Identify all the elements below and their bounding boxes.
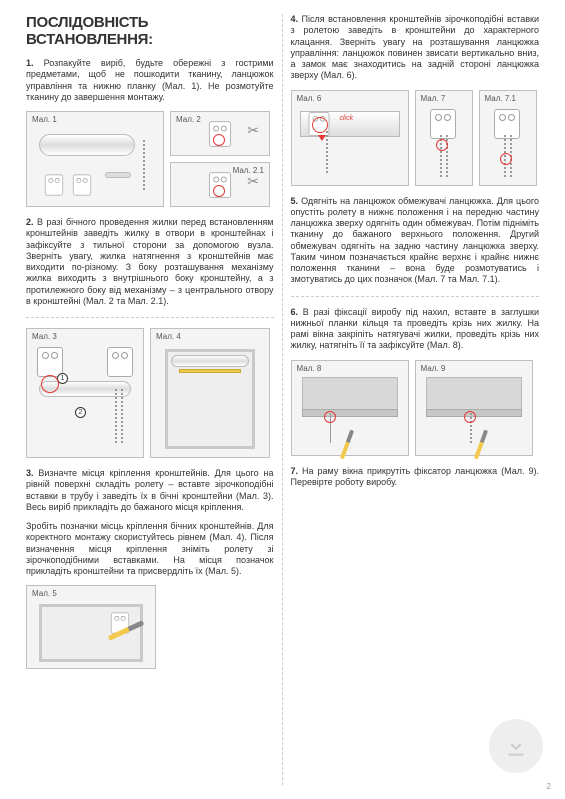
fig-7-drawing	[416, 91, 472, 185]
step-7-num: 7.	[291, 466, 299, 476]
click-label: click	[340, 115, 354, 122]
fig-8: Мал. 8	[291, 360, 409, 456]
fig-2-label: Мал. 2	[176, 115, 201, 124]
step-4: 4. Після встановлення кронштейнів зірочк…	[291, 14, 540, 82]
step-2-num: 2.	[26, 217, 34, 227]
step-7-text: На раму вікна прикрутіть фіксатор ланцюж…	[291, 466, 540, 487]
fig-row-4: Мал. 6 click Мал. 7	[291, 90, 540, 186]
divider	[26, 317, 274, 318]
step-5-text: Одягніть на ланцюжок обмежувачі ланцюжка…	[291, 196, 540, 285]
divider	[291, 296, 540, 297]
step-4-num: 4.	[291, 14, 299, 24]
step-6: 6. В разі фіксації виробу під нахил, вст…	[291, 307, 540, 352]
download-arrow-icon	[503, 733, 529, 759]
right-column: 4. Після встановлення кронштейнів зірочк…	[283, 14, 548, 785]
step-3-text: Визначте місця кріплення кронштейнів. Дл…	[26, 468, 274, 512]
left-column: ПОСЛІДОВНІСТЬ ВСТАНОВЛЕННЯ: 1. Розпакуйт…	[18, 14, 283, 785]
fig-6-drawing: click	[292, 91, 408, 185]
fig-2: Мал. 2 ✂	[170, 111, 270, 156]
fig-7-1-drawing	[480, 91, 536, 185]
fig-4-drawing	[151, 329, 269, 457]
step-5-num: 5.	[291, 196, 299, 206]
fig-row-6: Мал. 8 Мал. 9	[291, 360, 540, 456]
page-title: ПОСЛІДОВНІСТЬ ВСТАНОВЛЕННЯ:	[26, 14, 274, 48]
fig-row-2: Мал. 3 1 2 Мал. 4	[26, 328, 274, 458]
fig-9-drawing	[416, 361, 532, 455]
step-7: 7. На раму вікна прикрутіть фіксатор лан…	[291, 466, 540, 489]
step-3-num: 3.	[26, 468, 34, 478]
fig-4: Мал. 4	[150, 328, 270, 458]
step-3b: Зробіть позначки місць кріплення бічних …	[26, 521, 274, 577]
fig-7: Мал. 7	[415, 90, 473, 186]
fig-8-drawing	[292, 361, 408, 455]
fig-3-drawing: 1 2	[27, 329, 143, 457]
watermark-icon	[489, 719, 543, 773]
fig-5-drawing	[27, 586, 155, 668]
step-6-text: В разі фіксації виробу під нахил, вставт…	[291, 307, 540, 351]
scissors-icon: ✂	[247, 122, 259, 139]
fig-5: Мал. 5	[26, 585, 156, 669]
step-1-num: 1.	[26, 58, 34, 68]
fig-2-1: Мал. 2.1 ✂	[170, 162, 270, 207]
step-1: 1. Розпакуйте виріб, будьте обережні з г…	[26, 58, 274, 103]
roller-drawing	[27, 112, 163, 206]
fig-9: Мал. 9	[415, 360, 533, 456]
fig-row-3: Мал. 5	[26, 585, 274, 669]
step-3: 3. Визначте місця кріплення кронштейнів.…	[26, 468, 274, 513]
fig-3: Мал. 3 1 2	[26, 328, 144, 458]
fig-1: Мал. 1	[26, 111, 164, 207]
page-number: 2	[547, 782, 551, 791]
step-4-text: Після встановлення кронштейнів зірочкопо…	[291, 14, 540, 80]
step-5: 5. Одягніть на ланцюжок обмежувачі ланцю…	[291, 196, 540, 286]
step-2-text: В разі бічного проведення жилки перед вс…	[26, 217, 274, 306]
fig-6: Мал. 6 click	[291, 90, 409, 186]
step-6-num: 6.	[291, 307, 299, 317]
fig-7-1: Мал. 7.1	[479, 90, 537, 186]
step-2: 2. В разі бічного проведення жилки перед…	[26, 217, 274, 307]
fig-row-1: Мал. 1 Мал. 2 ✂ Мал. 2.1	[26, 111, 274, 207]
scissors-icon: ✂	[247, 173, 259, 190]
step-1-text: Розпакуйте виріб, будьте обережні з гост…	[26, 58, 274, 102]
